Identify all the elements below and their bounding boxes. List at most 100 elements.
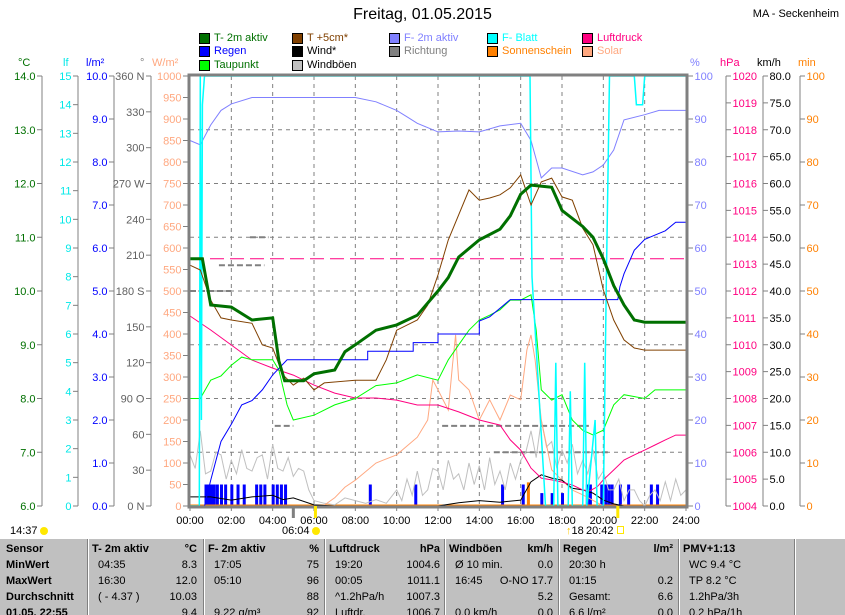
x-tick-label: 10:00 — [383, 515, 411, 527]
rain-interval-bar — [215, 484, 219, 506]
dir-tick-label: 360 N — [115, 71, 144, 83]
row-label: MinWert — [6, 559, 50, 571]
solar-tick-label: 850 — [163, 136, 181, 148]
legend-item: Wind* — [292, 45, 336, 57]
cell-text: 05:10 — [214, 575, 242, 587]
cell-text: 04:35 — [98, 559, 126, 571]
lf-tick-label: 14 — [59, 100, 71, 112]
cell-text: T- 2m aktiv — [92, 543, 149, 555]
legend-swatch — [487, 45, 498, 57]
solar-tick-label: 150 — [163, 437, 181, 449]
wind-tick-label: 60.0 — [770, 179, 791, 191]
solar-tick-label: 700 — [163, 200, 181, 212]
cell-value: O-NO 17.7 — [499, 575, 553, 587]
current-time: 14:37 — [10, 525, 38, 537]
table-header: Sensor T- 2m aktiv °C F- 2m aktiv% Luftdruck… — [0, 541, 845, 557]
sunshine-bar — [526, 482, 530, 506]
rain-interval-bar — [255, 484, 259, 506]
sunset-time: 20:42 — [586, 525, 614, 537]
solar-tick-label: 950 — [163, 93, 181, 105]
dir-tick-label: 300 — [126, 143, 144, 155]
legend-label: T- 2m aktiv — [214, 32, 268, 44]
rain-tick-label: 10.0 — [86, 71, 107, 83]
rain-tick-label: 3.0 — [92, 372, 107, 384]
solar-tick-label: 800 — [163, 157, 181, 169]
legend-swatch — [199, 45, 210, 57]
rain-interval-bar — [230, 484, 234, 506]
station-name: MA - Seckenheim — [752, 8, 839, 20]
solar-tick-label: 750 — [163, 179, 181, 191]
solar-tick-label: 400 — [163, 329, 181, 341]
solar-tick-label: 100 — [163, 458, 181, 470]
x-tick-label: 04:00 — [259, 515, 287, 527]
rain-interval-bar — [561, 493, 564, 506]
legend-swatch — [199, 59, 210, 71]
rain-interval-bar — [501, 484, 505, 506]
legend-swatch — [389, 45, 400, 57]
table-row: MaxWert 16:30 12.0 05:10 96 00:05 1011.1 16:45 O… — [0, 573, 845, 589]
legend-swatch — [582, 32, 593, 44]
dir-tick-label: 0 N — [127, 501, 144, 513]
wind-tick-label: 15.0 — [770, 420, 791, 432]
cell-value: 6.6 — [657, 591, 673, 603]
hum-tick-label: 0 — [695, 501, 701, 513]
wind-tick-label: 25.0 — [770, 367, 791, 379]
cell-value: 92 — [306, 607, 319, 615]
rain-interval-bar — [607, 484, 611, 506]
cell-value: 0.0 — [537, 559, 553, 571]
table-divider — [88, 539, 89, 615]
wind-tick-label: 5.0 — [770, 474, 785, 486]
rain-interval-bar — [610, 484, 614, 506]
min-tick-label: 30 — [807, 372, 819, 384]
legend-swatch — [199, 32, 210, 44]
cell-text: Luftdr. — [335, 607, 366, 615]
cell-value: 0.0 — [537, 607, 553, 615]
rain-interval-bar — [210, 484, 214, 506]
dir-tick-label: 90 O — [121, 394, 145, 406]
cell-text: 17:05 — [214, 559, 242, 571]
rain-tick-label: 7.0 — [92, 200, 107, 212]
lf-tick-label: 9 — [65, 243, 71, 255]
rain-tick-label: 8.0 — [92, 157, 107, 169]
min-tick-label: 50 — [807, 286, 819, 298]
temp-tick-label: 10.0 — [14, 286, 35, 298]
cell-value: 1007.3 — [406, 591, 440, 603]
cell-text: 20:30 h — [569, 559, 606, 571]
solar-tick-label: 300 — [163, 372, 181, 384]
legend-swatch — [487, 32, 498, 44]
temp-tick-label: 9.0 — [20, 340, 35, 352]
cell-text: WC 9.4 °C — [689, 559, 742, 571]
solar-tick-label: 1000 — [157, 71, 181, 83]
temp-tick-label: 13.0 — [14, 125, 35, 137]
lf-tick-label: 13 — [59, 128, 71, 140]
press-tick-label: 1015 — [733, 205, 757, 217]
wind-tick-label: 30.0 — [770, 340, 791, 352]
lf-tick-label: 8 — [65, 272, 71, 284]
wind-tick-label: 70.0 — [770, 125, 791, 137]
hum-tick-label: 50 — [695, 286, 707, 298]
cell-text: 9.22 g/m³ — [214, 607, 261, 615]
temp-tick-label: 11.0 — [15, 232, 36, 244]
cell-text: TP 8.2 °C — [689, 575, 737, 587]
cell-value: °C — [184, 543, 197, 555]
wind-tick-label: 50.0 — [770, 232, 791, 244]
rain-unit-label: l/m² — [86, 57, 105, 69]
rain-tick-label: 6.0 — [92, 243, 107, 255]
wind-tick-label: 20.0 — [770, 394, 791, 406]
table-divider — [795, 539, 796, 615]
lf-tick-label: 11 — [60, 186, 71, 198]
rain-interval-bar — [206, 484, 210, 506]
x-tick-label: 02:00 — [218, 515, 246, 527]
temp-tick-label: 8.0 — [20, 394, 35, 406]
wind-tick-label: 45.0 — [770, 259, 791, 271]
cell-value: 5.2 — [537, 591, 553, 603]
press-tick-label: 1017 — [733, 152, 757, 164]
series-taupunkt — [190, 294, 686, 436]
x-axis: 00:00 02:00 04:00 06:00 08:00 10:00 12:00 14:00… — [176, 506, 700, 527]
series-wind — [190, 474, 686, 507]
min-tick-label: 80 — [807, 157, 819, 169]
press-tick-label: 1005 — [733, 474, 757, 486]
dir-unit-label: ° — [140, 57, 144, 69]
table-row: 01.05. 22:55 9.4 9.22 g/m³ 92 Luftdr. 1006.7 0… — [0, 605, 845, 615]
x-tick-label: 06:00 — [300, 515, 328, 527]
